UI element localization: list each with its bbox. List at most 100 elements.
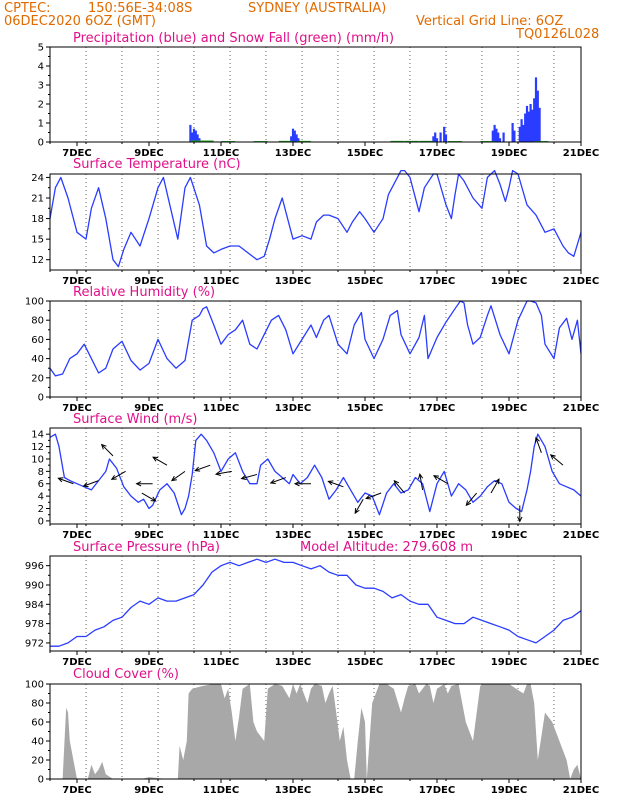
precip-bar xyxy=(498,138,502,142)
y-tick-label: 0 xyxy=(38,775,44,786)
plot-frame xyxy=(49,555,582,652)
precip-bar xyxy=(199,140,214,142)
y-tick-label: 60 xyxy=(31,718,44,729)
wind-vector-head xyxy=(517,516,523,523)
wind-vector-arrow xyxy=(194,464,211,472)
y-tick-label: 5 xyxy=(38,43,44,54)
header-source: CPTEC: xyxy=(4,1,51,16)
wind-vector-arrow xyxy=(354,498,364,514)
panel-title: Surface Temperature (nC) xyxy=(73,157,241,172)
wind-vector-head xyxy=(293,481,300,487)
y-tick-label: 24 xyxy=(31,173,44,184)
y-tick-label: 8 xyxy=(38,467,44,478)
x-tick-label: 17DEC xyxy=(419,276,455,287)
y-tick-label: 12 xyxy=(31,442,44,453)
y-tick-label: 0 xyxy=(38,138,44,149)
x-tick-label: 15DEC xyxy=(347,148,383,159)
wind-vector-arrow xyxy=(393,480,405,494)
header-coords: 150:56E-34:08S xyxy=(88,1,193,16)
x-tick-label: 9DEC xyxy=(134,785,163,796)
precip-bar xyxy=(190,140,205,142)
wind-vector-arrow xyxy=(550,454,564,466)
plot-frame xyxy=(49,300,582,398)
wind-vector-head xyxy=(100,443,107,450)
x-tick-label: 7DEC xyxy=(62,276,91,287)
precip-bar xyxy=(290,136,293,142)
x-tick-label: 11DEC xyxy=(203,148,239,159)
y-tick-label: 40 xyxy=(31,737,44,748)
wind-vector-head xyxy=(465,500,472,507)
wind-vector-head xyxy=(365,494,372,500)
precip-bar xyxy=(533,98,536,142)
x-tick-label: 17DEC xyxy=(419,403,455,414)
y-tick-label: 21 xyxy=(31,194,44,205)
wind-vector-arrow xyxy=(58,477,74,485)
wind-vector-head xyxy=(417,473,424,480)
precip-bar xyxy=(518,126,521,142)
x-tick-label: 13DEC xyxy=(275,657,311,668)
precip-bar xyxy=(522,124,525,142)
y-tick-label: 40 xyxy=(31,354,44,365)
x-tick-label: 11DEC xyxy=(203,530,239,541)
wind-vector-head xyxy=(393,479,400,486)
x-tick-label: 9DEC xyxy=(134,148,163,159)
precip-bar xyxy=(191,132,194,142)
x-tick-label: 21DEC xyxy=(563,530,599,541)
wind-vector-head xyxy=(549,454,556,460)
precip-bar xyxy=(493,124,496,142)
x-tick-label: 17DEC xyxy=(419,785,455,796)
wind-vector-head xyxy=(240,474,247,481)
plot-frame xyxy=(49,46,582,143)
precip-bar xyxy=(295,134,298,142)
x-tick-label: 7DEC xyxy=(62,403,91,414)
precip-bar xyxy=(491,130,494,142)
y-tick-label: 4 xyxy=(38,62,44,73)
precip-bar xyxy=(529,104,532,142)
precip-bar xyxy=(444,134,448,142)
wind-vector-arrow xyxy=(83,480,99,487)
y-tick-label: 80 xyxy=(31,316,44,327)
wind-vector-arrow xyxy=(328,480,344,488)
wind-vector-arrow xyxy=(535,437,542,453)
wind-vector-arrow xyxy=(490,478,500,494)
temp-line xyxy=(49,169,582,268)
panel-cloud: 0 20 40 60 80 100 7DEC 9DEC 11DEC 13DEC 15DEC 17DEC… xyxy=(25,667,599,796)
x-tick-label: 17DEC xyxy=(419,530,455,541)
precip-bar xyxy=(502,132,505,142)
precip-bar xyxy=(419,140,434,142)
pressure-line xyxy=(50,558,582,647)
precip-bar xyxy=(536,90,539,142)
precip-bar xyxy=(293,130,296,142)
x-tick-label: 15DEC xyxy=(347,657,383,668)
plot-frame xyxy=(49,173,582,271)
wind-vector-arrow xyxy=(465,492,477,506)
x-tick-label: 15DEC xyxy=(347,403,383,414)
x-tick-label: 19DEC xyxy=(491,785,527,796)
precip-bar xyxy=(520,119,523,142)
wind-vector-head xyxy=(57,477,64,483)
y-tick-label: 60 xyxy=(31,335,44,346)
y-tick-label: 14 xyxy=(31,430,44,441)
y-tick-label: 984 xyxy=(25,600,44,611)
precip-bar xyxy=(194,130,197,142)
wind-vector-arrow xyxy=(101,444,114,457)
x-tick-label: 7DEC xyxy=(62,785,91,796)
x-tick-label: 21DEC xyxy=(563,403,599,414)
x-tick-label: 9DEC xyxy=(134,276,163,287)
x-tick-label: 21DEC xyxy=(563,148,599,159)
y-tick-label: 15 xyxy=(31,235,44,246)
wind-vector-head xyxy=(269,479,276,485)
panel-title: Cloud Cover (%) xyxy=(73,667,179,682)
header-run: 06DEC2020 6OZ (GMT) xyxy=(4,14,156,29)
y-tick-label: 2 xyxy=(38,504,44,515)
panel-precip: 0 1 2 3 4 5 7DEC 9DEC 11DEC 13DEC 15DEC 17DEC 19DEC 2… xyxy=(38,31,600,159)
wind-vector-head xyxy=(110,474,117,480)
y-tick-label: 18 xyxy=(31,214,44,225)
panel-rh: 0 20 40 60 80 100 7DEC 9DEC 11DEC 13DEC 15DEC 17DEC… xyxy=(25,285,599,414)
precip-bar xyxy=(524,113,527,142)
y-tick-label: 3 xyxy=(38,81,44,92)
precip-bar xyxy=(497,132,500,142)
wind-vector-arrow xyxy=(215,470,232,475)
